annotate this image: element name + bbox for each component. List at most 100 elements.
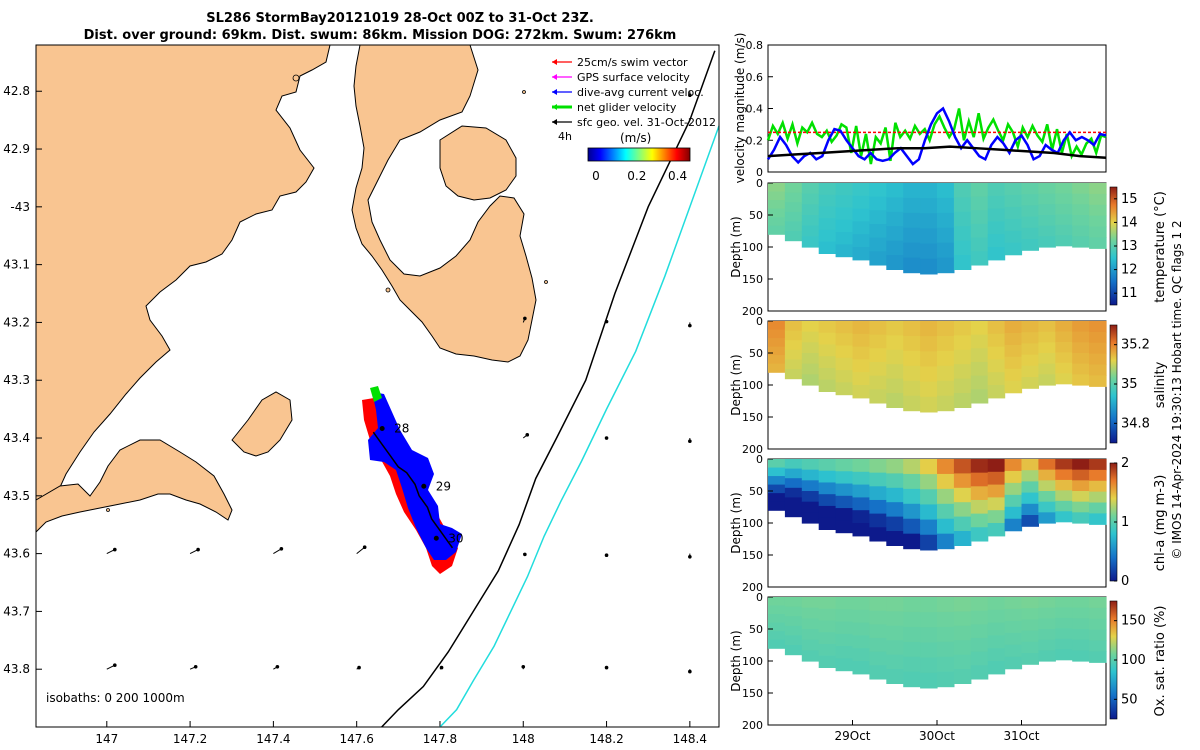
section-cell (970, 334, 989, 349)
section-cell (886, 321, 904, 336)
section-x-tick-label: 30Oct (919, 729, 955, 743)
section-y-tick-label: 200 (742, 719, 763, 732)
section-cell (987, 359, 1006, 373)
section-cell (768, 622, 786, 632)
section-cell (1021, 481, 1039, 494)
colorbar-tick-label: 13 (1121, 239, 1138, 254)
colorbar-tick-label: 11 (1121, 286, 1138, 301)
current-vector-head (604, 319, 609, 324)
section-cell (970, 459, 989, 474)
section-cell (903, 597, 921, 613)
section-cell (1072, 204, 1090, 216)
section-cell (937, 656, 955, 673)
section-cell (1055, 511, 1073, 523)
section-cell (852, 597, 870, 611)
section-cell (1021, 321, 1039, 333)
section-cell (1004, 482, 1023, 496)
section-cell (970, 389, 989, 404)
section-cell (920, 351, 938, 368)
section-cell (903, 533, 921, 550)
section-cell (1089, 502, 1107, 514)
current-vector-head (688, 555, 692, 559)
island (544, 280, 548, 284)
section-cell (970, 597, 989, 612)
section-cell (835, 183, 854, 196)
section-cell (970, 183, 989, 198)
section-cell (886, 226, 904, 242)
section-cell (818, 344, 837, 357)
section-cell (801, 321, 820, 333)
section-cell (852, 333, 870, 348)
section-cell (1072, 342, 1090, 354)
section-cell (953, 502, 972, 518)
section-cell (1055, 617, 1073, 629)
section-cell (784, 231, 803, 242)
section-cell (852, 635, 870, 649)
section-cell (784, 359, 803, 370)
section-cell (937, 473, 955, 490)
current-vector-head (362, 545, 367, 550)
section-cell (886, 502, 904, 518)
legend-arrow-icon (552, 119, 557, 125)
map-x-tick-label: 148.2 (589, 732, 623, 746)
section-cell (818, 655, 837, 668)
section-cell (1055, 607, 1073, 619)
section-cell (987, 333, 1006, 348)
section-cell (953, 625, 972, 641)
section-cell (903, 197, 921, 214)
section-cell (869, 223, 887, 239)
section-cell (886, 625, 904, 641)
current-vector-head (279, 547, 284, 551)
section-cell (818, 482, 837, 495)
section-cell (886, 487, 904, 503)
section-y-tick-label: 150 (742, 273, 763, 286)
section-cell (953, 197, 972, 213)
section-cell (852, 648, 870, 662)
current-vector-head (112, 663, 117, 668)
section-cell (886, 640, 904, 656)
section-cell (835, 382, 854, 396)
section-cell (1089, 618, 1107, 631)
section-cell (835, 621, 854, 635)
section-cell (953, 349, 972, 365)
section-cell (970, 499, 989, 515)
map-y-tick-label: 42.9 (3, 142, 30, 156)
section-cell (1004, 518, 1023, 532)
section-x-tick-label: 31Oct (1003, 729, 1039, 743)
section-cell (987, 484, 1006, 498)
section-cell (920, 474, 938, 490)
section-cell (835, 195, 854, 209)
section-cell (970, 321, 989, 336)
section-cell (1038, 183, 1056, 195)
section-cell (903, 242, 921, 259)
section-cell (852, 497, 870, 511)
land-bruny-north (231, 391, 293, 457)
section-cell (784, 211, 803, 222)
section-cell (869, 459, 887, 474)
section-cell (784, 468, 803, 479)
section-cell (1055, 479, 1073, 491)
section-cell (768, 321, 786, 331)
section-cell (1038, 225, 1056, 237)
section-cell (886, 654, 904, 670)
section-cell (937, 227, 955, 244)
section-cell (937, 641, 955, 658)
section-cell (768, 484, 786, 494)
section-cell (818, 194, 837, 208)
section-cell (1038, 215, 1056, 227)
isobaths (381, 50, 720, 728)
section-cell (1038, 193, 1056, 205)
section-cell (869, 513, 887, 528)
speed-colorbar-tick-label: 0.2 (627, 169, 646, 183)
velocity-series-line (766, 106, 1107, 166)
section-cell (1072, 629, 1090, 641)
section-cell (818, 367, 837, 381)
section-cell (818, 332, 837, 346)
isobath-200m (381, 50, 716, 728)
section-y-tick-label: 200 (742, 581, 763, 594)
section-cell (903, 350, 921, 367)
section-cell (970, 665, 989, 680)
section-cell (784, 507, 803, 518)
section-cell (937, 597, 955, 613)
section-cell (903, 641, 921, 658)
